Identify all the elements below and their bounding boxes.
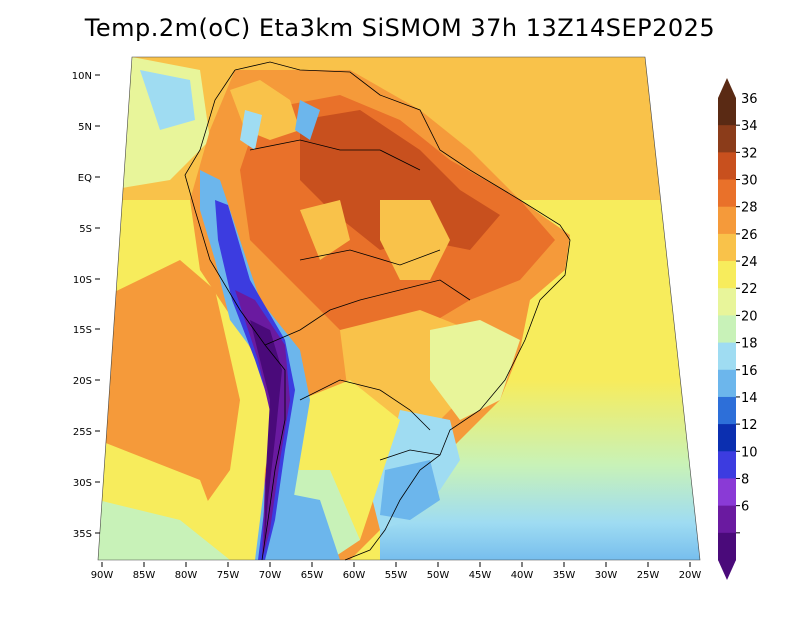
- lat-label: 5S: [79, 224, 92, 235]
- lon-label: 65W: [301, 570, 324, 581]
- lat-tick: 30S: [73, 478, 100, 489]
- lat-label: 20S: [73, 376, 92, 387]
- lon-label: 80W: [175, 570, 198, 581]
- lon-label: 55W: [385, 570, 408, 581]
- lat-label: 25S: [73, 427, 92, 438]
- lat-tick: 25S: [73, 427, 100, 438]
- colorbar-swatch: [718, 98, 736, 126]
- lon-label: 25W: [637, 570, 660, 581]
- colorbar-label: 20: [741, 309, 758, 324]
- lon-label: 60W: [343, 570, 366, 581]
- lon-label: 45W: [469, 570, 492, 581]
- lon-label: 30W: [595, 570, 618, 581]
- colorbar-top-arrow: [718, 78, 736, 98]
- colorbar-label: 32: [741, 146, 758, 161]
- lat-label: 5N: [78, 122, 92, 133]
- colorbar-swatch: [718, 369, 736, 398]
- colorbar-swatch: [718, 396, 736, 425]
- colorbar-label: 26: [741, 228, 758, 243]
- colorbar-swatch: [718, 451, 736, 479]
- colorbar-swatch: [718, 505, 736, 534]
- lat-label: 15S: [73, 325, 92, 336]
- lon-tick: 80W: [175, 562, 198, 581]
- colorbar-label: 18: [741, 337, 758, 352]
- lat-tick: 5S: [79, 224, 100, 235]
- colorbar-swatch: [718, 125, 736, 153]
- colorbar-swatch: [718, 478, 736, 507]
- lon-tick: 30W: [595, 562, 618, 581]
- lat-label: EQ: [78, 173, 92, 184]
- coastlines: [184, 61, 571, 561]
- colorbar-swatch: [718, 261, 736, 289]
- colorbar-bottom-arrow: [718, 560, 736, 580]
- colorbar-swatch: [718, 315, 736, 344]
- colorbar: 36 34 32 30 28 26 24 22 20 18 16 14 12 10 8 6: [718, 78, 758, 580]
- colorbar-label: 12: [741, 418, 758, 433]
- lon-tick: 25W: [637, 562, 660, 581]
- map-title: Temp.2m(oC) Eta3km SiSMOM 37h 13Z14SEP20…: [84, 14, 716, 42]
- lat-tick: EQ: [78, 173, 100, 184]
- lon-label: 35W: [553, 570, 576, 581]
- lat-label: 10S: [73, 275, 92, 286]
- colorbar-swatch: [718, 288, 736, 316]
- colorbar-label: 22: [741, 282, 758, 297]
- lat-label: 35S: [73, 529, 92, 540]
- lon-tick: 55W: [385, 562, 408, 581]
- lat-axis: 10N 5N EQ 5S 10S 15S 20S 25S 30S 35S: [72, 71, 100, 540]
- lon-axis: 90W 85W 80W 75W 70W 65W 60W 55W 50W 45W …: [91, 562, 702, 581]
- lon-tick: 60W: [343, 562, 366, 581]
- colorbar-swatch: [718, 424, 736, 452]
- colorbar-label: 34: [741, 119, 758, 134]
- lat-tick: 10N: [72, 71, 100, 82]
- lat-label: 10N: [72, 71, 92, 82]
- lon-label: 85W: [133, 570, 156, 581]
- lon-label: 70W: [259, 570, 282, 581]
- lon-label: 75W: [217, 570, 240, 581]
- lon-label: 20W: [679, 570, 702, 581]
- colorbar-swatch: [718, 342, 736, 371]
- colorbar-label: 14: [741, 391, 758, 406]
- colorbar-label: 28: [741, 201, 758, 216]
- domain-boundary: [97, 56, 701, 561]
- lat-label: 30S: [73, 478, 92, 489]
- colorbar-label: 24: [741, 255, 758, 270]
- lon-tick: 85W: [133, 562, 156, 581]
- colorbar-swatch: [718, 152, 736, 181]
- lon-label: 90W: [91, 570, 114, 581]
- colorbar-label: 6: [741, 500, 749, 515]
- lat-tick: 5N: [78, 122, 100, 133]
- lat-tick: 15S: [73, 325, 100, 336]
- lon-label: 40W: [511, 570, 534, 581]
- lon-tick: 45W: [469, 562, 492, 581]
- lon-tick: 75W: [217, 562, 240, 581]
- colorbar-label: 30: [741, 174, 758, 189]
- colorbar-swatch: [718, 532, 736, 561]
- colorbar-swatch: [718, 206, 736, 235]
- colorbar-label: 10: [741, 445, 758, 460]
- lon-tick: 20W: [679, 562, 702, 581]
- lat-tick: 10S: [73, 275, 100, 286]
- colorbar-label: 8: [741, 472, 749, 487]
- lon-label: 50W: [427, 570, 450, 581]
- lon-tick: 65W: [301, 562, 324, 581]
- colorbar-swatch: [718, 233, 736, 262]
- lon-tick: 35W: [553, 562, 576, 581]
- lon-tick: 70W: [259, 562, 282, 581]
- lon-tick: 40W: [511, 562, 534, 581]
- temperature-field: [98, 57, 700, 560]
- lat-tick: 35S: [73, 529, 100, 540]
- colorbar-swatch: [718, 179, 736, 208]
- colorbar-label: 16: [741, 364, 758, 379]
- lon-tick: 90W: [91, 562, 114, 581]
- colorbar-label: 36: [741, 92, 758, 107]
- lon-tick: 50W: [427, 562, 450, 581]
- lat-tick: 20S: [73, 376, 100, 387]
